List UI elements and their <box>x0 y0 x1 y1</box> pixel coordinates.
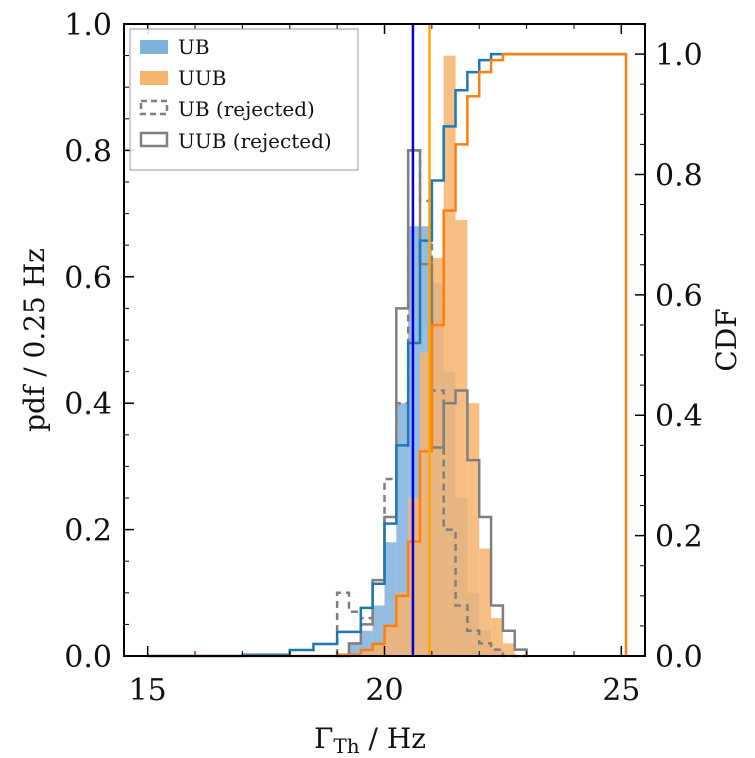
hist-bar-uub <box>372 643 385 656</box>
ticks: 15 20 25 0.0 0.2 0.4 0.6 0.8 1.0 0.0 0.2 0.4 0.6 0.8 1… <box>64 8 702 708</box>
x-axis-label-unit: / Hz <box>360 722 426 755</box>
hist-bar-uub <box>420 352 432 656</box>
y-left-tick-label: 0.4 <box>64 387 112 422</box>
x-tick-label: 25 <box>602 673 640 708</box>
y-left-tick-label: 0.8 <box>64 134 112 169</box>
y-left-tick-label: 0.6 <box>64 261 112 296</box>
x-axis-label: ΓTh / Hz <box>314 722 426 758</box>
y-left-tick-label: 0.0 <box>64 640 112 675</box>
hist-bar-uub <box>491 618 503 656</box>
hist-bar-uub <box>455 219 468 657</box>
legend: UB UUB UB (rejected) UUB (rejected) <box>129 28 359 171</box>
legend-swatch-ub <box>140 40 168 54</box>
x-tick-label: 15 <box>129 673 167 708</box>
hist-bar-uub <box>502 643 515 656</box>
y-right-tick-label: 0.0 <box>655 640 703 675</box>
legend-label-ub: UB <box>178 35 210 59</box>
legend-label-uub: UUB <box>178 66 226 90</box>
y-left-tick-label: 0.2 <box>64 514 112 549</box>
legend-label-ub-rejected: UB (rejected) <box>178 97 315 121</box>
hist-bar-uub <box>443 55 456 657</box>
hist-bar-ub <box>384 542 397 656</box>
y-right-tick-label: 0.8 <box>655 158 703 193</box>
y-right-tick-label: 0.2 <box>655 520 703 555</box>
y-left-tick-label: 1.0 <box>64 8 112 43</box>
x-tick-label: 20 <box>365 673 403 708</box>
cdf-line-ub <box>147 52 627 658</box>
y-right-tick-label: 1.0 <box>655 38 703 73</box>
plot-area <box>147 24 628 658</box>
hist-bar-uub <box>431 257 444 656</box>
legend-swatch-uub <box>140 71 168 85</box>
hist-bar-ub <box>372 605 385 656</box>
x-axis-label-subscript: Th <box>333 734 359 758</box>
hist-bar-ub <box>348 643 361 656</box>
legend-swatch-ub-rejected <box>139 99 169 116</box>
hist-bar-ub <box>360 630 373 656</box>
y-axis-label-right: CDF <box>710 308 743 371</box>
legend-swatch-uub-rejected <box>139 131 169 148</box>
hist-bar-uub <box>396 592 409 656</box>
legend-label-uub-rejected: UUB (rejected) <box>178 129 332 153</box>
y-right-tick-label: 0.6 <box>655 279 703 314</box>
hist-step-ub-rejected <box>335 149 527 658</box>
cdf-line-uub <box>147 52 628 658</box>
hist-bar-uub <box>360 649 373 656</box>
hist-bar-uub <box>384 624 397 656</box>
hist-bar-uub <box>467 403 480 656</box>
hist-bar-ub <box>396 403 409 656</box>
y-right-tick-label: 0.4 <box>655 399 703 434</box>
y-axis-label-left: pdf / 0.25 Hz <box>18 248 51 432</box>
hist-bar-uub <box>479 548 492 656</box>
